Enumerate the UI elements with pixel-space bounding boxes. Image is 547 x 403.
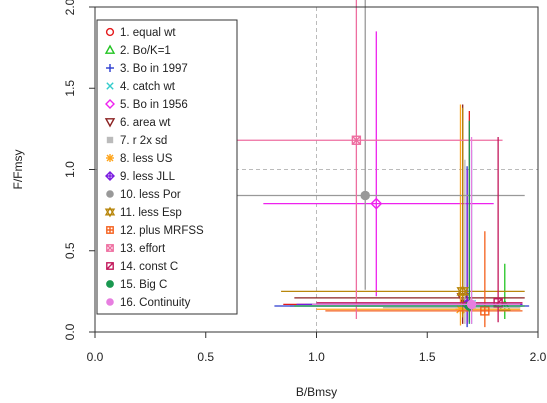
legend-marker bbox=[106, 154, 114, 162]
legend-marker bbox=[106, 82, 114, 90]
legend-marker bbox=[106, 136, 114, 144]
series-13 bbox=[205, 0, 503, 319]
legend-label: 10. less Por bbox=[120, 189, 181, 201]
series-8 bbox=[316, 104, 521, 326]
series-5 bbox=[263, 31, 494, 297]
x-tick-label: 1.5 bbox=[419, 350, 436, 364]
series-10 bbox=[196, 0, 525, 290]
legend-marker bbox=[106, 298, 114, 306]
legend-label: 15. Big C bbox=[120, 279, 167, 291]
series-layer bbox=[196, 0, 530, 328]
x-tick-label: 2.0 bbox=[530, 350, 547, 364]
data-point bbox=[466, 299, 477, 310]
data-point bbox=[480, 306, 490, 316]
legend-marker bbox=[104, 206, 116, 218]
legend-label: 8. less US bbox=[120, 153, 173, 165]
legend-label: 3. Bo in 1997 bbox=[120, 63, 188, 75]
data-point bbox=[370, 197, 383, 210]
y-tick-label: 1.0 bbox=[63, 161, 77, 178]
series-15 bbox=[294, 120, 525, 324]
legend-label: 12. plus MRFSS bbox=[120, 225, 204, 237]
y-tick-label: 2.0 bbox=[63, 0, 77, 15]
legend-label: 2. Bo/K=1 bbox=[120, 45, 171, 57]
y-axis-title: F/Fmsy bbox=[11, 150, 25, 190]
x-axis-title: B/Bmsy bbox=[296, 385, 337, 399]
legend-marker bbox=[104, 44, 116, 54]
y-tick-label: 0.5 bbox=[63, 242, 77, 259]
series-1 bbox=[283, 111, 523, 323]
x-tick-label: 1.0 bbox=[308, 350, 325, 364]
legend-label: 4. catch wt bbox=[120, 81, 176, 93]
data-point bbox=[456, 284, 469, 298]
x-tick-label: 0.0 bbox=[87, 350, 104, 364]
series-12 bbox=[325, 231, 523, 328]
legend-box bbox=[96, 19, 238, 315]
legend-label: 14. const C bbox=[120, 261, 178, 273]
legend-marker bbox=[106, 262, 114, 270]
legend-label: 11. less Esp bbox=[120, 207, 182, 219]
series-16 bbox=[312, 137, 521, 324]
legend-label: 13. effort bbox=[120, 243, 166, 255]
legend-marker bbox=[106, 64, 114, 72]
x-tick-label: 0.5 bbox=[197, 350, 214, 364]
y-tick-label: 1.5 bbox=[63, 80, 77, 97]
legend-marker bbox=[104, 118, 116, 128]
legend-marker bbox=[106, 244, 114, 252]
legend-label: 16. Continuity bbox=[120, 297, 191, 309]
y-tick-label: 0.0 bbox=[63, 323, 77, 340]
legend-marker bbox=[106, 280, 114, 288]
series-14 bbox=[316, 137, 523, 323]
legend-marker bbox=[105, 99, 115, 109]
legend-label: 7. r 2x sd bbox=[120, 135, 167, 147]
legend-label: 1. equal wt bbox=[120, 27, 176, 39]
legend-label: 6. area wt bbox=[120, 117, 171, 129]
legend: 1. equal wt 2. Bo/K=1 3. Bo in 1997 4. catc… bbox=[96, 19, 238, 315]
series-9 bbox=[296, 169, 523, 324]
legend-marker bbox=[106, 226, 114, 234]
axes: 0.0 0.5 1.0 1.5 2.0 0.0 0.5 1.0 1.5 2.0 bbox=[63, 0, 546, 364]
legend-marker bbox=[106, 190, 114, 198]
legend-label: 9. less JLL bbox=[120, 171, 176, 183]
legend-marker bbox=[105, 27, 115, 37]
data-point bbox=[360, 190, 370, 201]
legend-label: 5. Bo in 1956 bbox=[120, 99, 188, 111]
data-point bbox=[351, 135, 362, 145]
legend-marker bbox=[105, 171, 115, 181]
series-11 bbox=[281, 107, 525, 318]
